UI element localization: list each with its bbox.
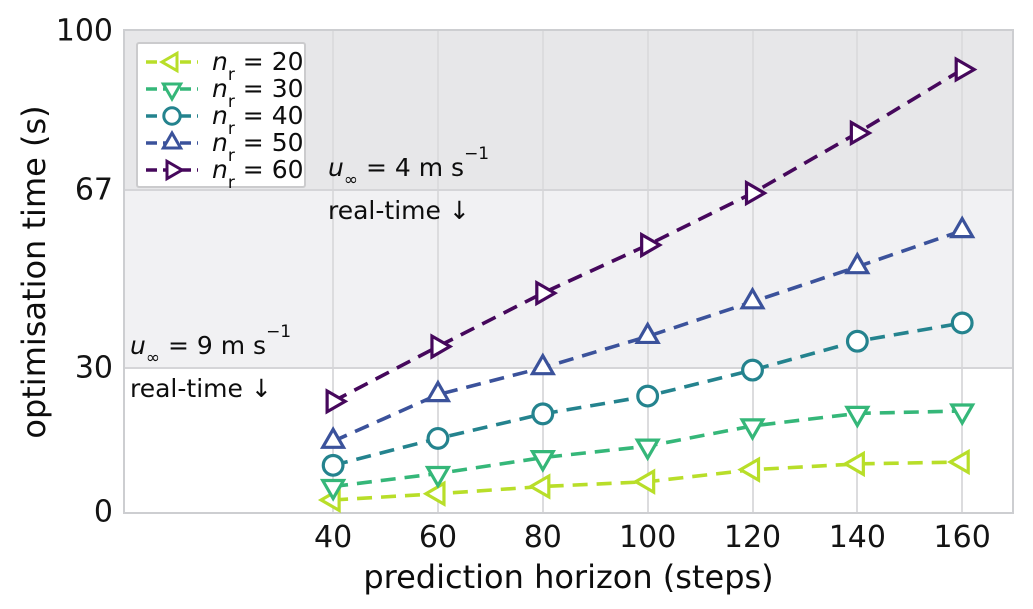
legend-marker-nr40 (162, 105, 182, 126)
data-point-nr50-x40 (319, 426, 347, 449)
legend-label-nr30: nr = 30 (212, 74, 304, 112)
legend-label-nr40: nr = 40 (212, 101, 304, 139)
legend-sample-nr40 (146, 105, 198, 126)
data-point-nr50-x100 (634, 321, 661, 345)
x-tick-140: 140 (828, 520, 886, 555)
annotation-1-realtime: real-time ↓ (328, 195, 470, 225)
y-tick-30: 30 (74, 350, 113, 386)
legend-item-nr20: nr = 20 (145, 47, 304, 85)
legend-marker-nr30 (160, 82, 184, 102)
data-point-nr50-x160 (949, 215, 976, 239)
data-point-nr60-x100 (640, 231, 663, 259)
series-line-nr60 (332, 67, 964, 403)
y-tick-67: 67 (74, 172, 113, 208)
legend-label-nr20: nr = 20 (212, 47, 304, 85)
x-gridline-60 (436, 31, 439, 512)
data-point-nr30-x160 (949, 403, 976, 427)
legend-sample-nr50 (146, 129, 198, 149)
legend-sample-nr60 (146, 158, 198, 181)
annotation-1-condition: u∞ = 4 m s−1 (328, 143, 490, 191)
series-nr20 (317, 448, 970, 514)
data-point-nr30-x100 (634, 438, 661, 462)
legend-item-nr40: nr = 40 (145, 101, 304, 139)
annotation-2-realtime: real-time ↓ (130, 373, 272, 403)
data-point-nr40-x120 (741, 358, 764, 382)
data-point-nr30-x40 (319, 478, 347, 502)
legend-item-nr30: nr = 30 (145, 74, 304, 112)
threshold-line-67 (125, 188, 1012, 191)
legend-item-nr50: nr = 50 (145, 128, 304, 166)
data-point-nr50-x60 (424, 379, 452, 403)
data-point-nr40-x40 (321, 453, 345, 477)
data-point-nr60-x40 (325, 388, 349, 415)
data-point-nr20-x160 (946, 448, 970, 476)
legend-sample-nr20 (146, 50, 198, 73)
plot-area (123, 29, 1014, 514)
data-point-nr60-x120 (744, 179, 768, 207)
x-gridline-120 (751, 31, 754, 512)
x-tick-60: 60 (418, 520, 458, 555)
data-point-nr20-x120 (737, 456, 761, 483)
data-point-nr60-x60 (430, 333, 454, 360)
data-point-nr30-x120 (739, 418, 766, 442)
data-point-nr20-x100 (632, 468, 656, 495)
x-gridline-80 (541, 31, 544, 512)
data-point-nr40-x80 (531, 402, 555, 426)
data-point-nr30-x140 (844, 405, 871, 429)
threshold-line-30 (125, 366, 1012, 369)
data-point-nr60-x80 (535, 279, 559, 307)
data-point-nr50-x80 (529, 352, 556, 376)
data-point-nr30-x80 (529, 450, 556, 473)
x-tick-40: 40 (314, 520, 353, 555)
data-point-nr40-x140 (845, 329, 869, 353)
legend-sample-nr30 (146, 82, 198, 102)
data-point-nr20-x60 (422, 480, 446, 507)
data-point-nr50-x120 (739, 286, 766, 310)
legend-label-nr60: nr = 60 (212, 155, 304, 193)
x-gridline-40 (332, 31, 335, 512)
legend-marker-nr60 (165, 158, 186, 181)
data-point-nr40-x60 (426, 426, 450, 450)
x-tick-80: 80 (523, 520, 562, 555)
legend: nr = 20 nr = 30 nr = 40 nr = 50 nr = 60 (136, 42, 306, 193)
data-point-nr20-x80 (527, 473, 551, 500)
series-nr60 (325, 56, 978, 415)
x-gridline-100 (646, 31, 649, 512)
series-nr50 (319, 215, 976, 449)
series-nr40 (321, 311, 974, 477)
x-tick-100: 100 (619, 520, 677, 555)
series-nr30 (319, 403, 976, 502)
x-tick-120: 120 (723, 520, 782, 555)
y-tick-100: 100 (55, 13, 113, 49)
data-point-nr60-x160 (954, 56, 978, 83)
data-point-nr50-x140 (844, 251, 871, 275)
annotation-2-condition: u∞ = 9 m s−1 (130, 321, 292, 369)
data-point-nr40-x160 (950, 311, 974, 335)
shaded-region-0-30 (125, 367, 1012, 512)
data-point-nr40-x100 (636, 384, 660, 408)
x-tick-160: 160 (933, 520, 991, 555)
legend-label-nr50: nr = 50 (212, 128, 304, 166)
data-point-nr60-x140 (849, 119, 873, 147)
legend-marker-nr20 (158, 50, 179, 73)
x-axis-title: prediction horizon (steps) (363, 558, 774, 596)
legend-marker-nr50 (160, 129, 184, 149)
legend-item-nr60: nr = 60 (145, 155, 304, 193)
x-gridline-160 (961, 31, 964, 512)
data-point-nr20-x140 (842, 450, 865, 478)
y-tick-0: 0 (93, 494, 113, 530)
data-point-nr30-x60 (424, 465, 452, 489)
